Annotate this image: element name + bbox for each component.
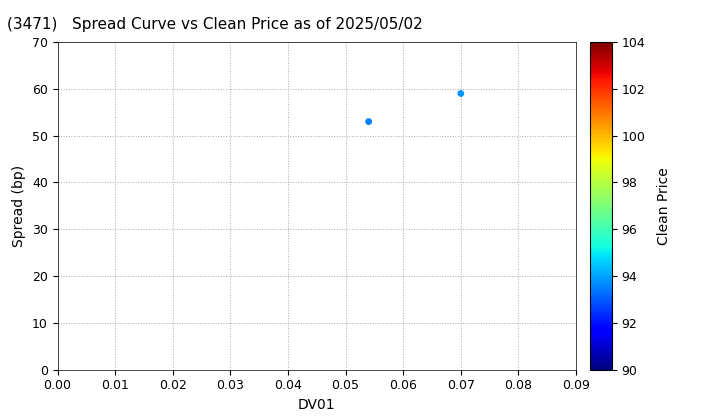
Y-axis label: Clean Price: Clean Price — [657, 167, 671, 245]
Text: (3471)   Spread Curve vs Clean Price as of 2025/05/02: (3471) Spread Curve vs Clean Price as of… — [7, 17, 423, 32]
X-axis label: DV01: DV01 — [298, 398, 336, 412]
Point — [455, 90, 467, 97]
Point — [363, 118, 374, 125]
Y-axis label: Spread (bp): Spread (bp) — [12, 165, 27, 247]
